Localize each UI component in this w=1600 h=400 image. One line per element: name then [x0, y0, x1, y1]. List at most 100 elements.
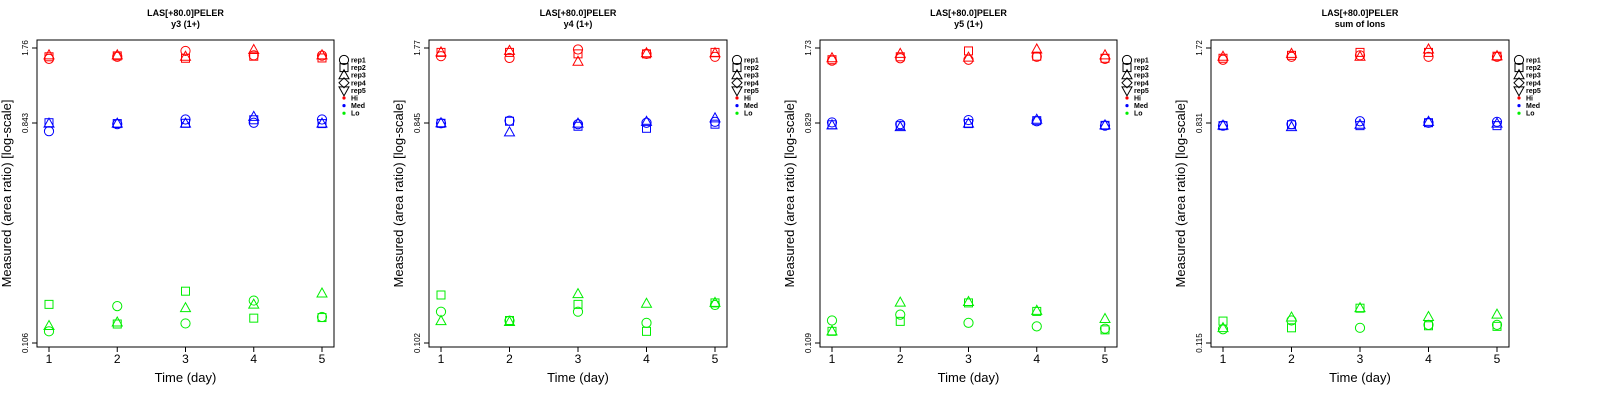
x-tick-label: 1: [46, 352, 53, 366]
chart-subtitle: y3 (1+): [171, 19, 200, 29]
data-point: [1355, 47, 1365, 57]
legend-label: rep5: [1526, 88, 1541, 95]
legend-marker: [1121, 77, 1133, 89]
plot-frame: [428, 39, 728, 348]
chart-subtitle: y4 (1+): [564, 19, 593, 29]
legend-label: rep1: [744, 58, 759, 65]
legend-marker: [732, 63, 742, 73]
legend-label: rep5: [351, 88, 366, 95]
data-point: [1285, 120, 1298, 132]
legend-marker: [338, 77, 350, 89]
data-point: [317, 313, 327, 323]
legend-label: Lo: [744, 111, 753, 118]
data-point: [247, 298, 260, 309]
legend-marker: [735, 111, 739, 115]
data-point: [640, 46, 653, 58]
data-point: [1423, 51, 1434, 62]
legend-label: Lo: [351, 111, 360, 118]
data-point: [436, 290, 446, 300]
data-point: [316, 287, 328, 298]
x-tick-label: 2: [897, 352, 904, 366]
data-point: [1099, 323, 1111, 334]
data-point: [1424, 321, 1433, 331]
data-point: [504, 52, 515, 64]
data-point: [1354, 118, 1366, 129]
y-tick-label: 1.77: [413, 40, 422, 56]
data-point: [895, 316, 905, 326]
legend-label: rep2: [1526, 65, 1541, 72]
data-point: [248, 117, 259, 128]
legend-label: Hi: [1526, 96, 1533, 103]
x-tick-label: 1: [829, 352, 836, 366]
legend-label: Lo: [1134, 111, 1143, 118]
data-point: [1491, 117, 1503, 128]
legend-marker: [342, 111, 346, 115]
legend-marker: [338, 86, 350, 97]
data-point: [43, 326, 55, 337]
x-tick-label: 5: [712, 352, 719, 366]
data-point: [709, 46, 721, 58]
x-tick-label: 1: [1220, 352, 1227, 366]
legend-marker: [1517, 111, 1521, 115]
legend-marker: [338, 54, 350, 66]
legend-marker: [731, 54, 743, 66]
data-point: [112, 51, 122, 61]
legend-marker: [342, 104, 346, 108]
data-point: [503, 315, 516, 326]
legend-marker: [339, 63, 349, 73]
data-point: [43, 117, 55, 128]
x-tick-label: 4: [1033, 352, 1040, 366]
legend-label: rep1: [1134, 58, 1149, 65]
data-point: [709, 111, 721, 123]
data-point: [962, 117, 975, 128]
x-tick-label: 2: [114, 352, 121, 366]
data-point: [642, 123, 651, 133]
data-point: [963, 114, 974, 126]
data-point: [642, 49, 651, 59]
data-point: [826, 315, 838, 326]
data-point: [826, 117, 838, 128]
data-point: [180, 45, 191, 57]
x-axis-label: Time (day): [1329, 370, 1391, 385]
data-point: [435, 314, 447, 326]
data-point: [572, 44, 584, 55]
legend-marker: [731, 77, 743, 89]
data-point: [1422, 115, 1435, 126]
data-point: [316, 117, 328, 128]
x-tick-label: 5: [1494, 352, 1501, 366]
x-axis-label: Time (day): [938, 370, 1000, 385]
data-point: [709, 299, 721, 311]
y-axis-label: Measured (area ratio) [log-scale]: [782, 100, 797, 288]
data-point: [963, 317, 974, 328]
data-point: [43, 319, 55, 331]
legend-label: rep2: [744, 65, 759, 72]
data-point: [573, 299, 583, 309]
legend-label: rep4: [744, 80, 759, 87]
data-point: [1285, 311, 1298, 322]
y-tick-label: 0.115: [1195, 333, 1204, 353]
legend-marker: [735, 104, 739, 108]
data-point: [248, 295, 259, 306]
data-point: [181, 286, 190, 296]
data-point: [1491, 49, 1503, 61]
data-point: [709, 296, 721, 307]
data-point: [1424, 47, 1433, 57]
data-point: [503, 125, 516, 137]
data-point: [249, 51, 259, 61]
data-point: [435, 116, 447, 128]
x-tick-label: 5: [319, 352, 326, 366]
legend-label: Hi: [1134, 96, 1141, 103]
y-axis-label: Measured (area ratio) [log-scale]: [1173, 100, 1188, 288]
legend-label: rep2: [351, 65, 366, 72]
data-point: [963, 54, 974, 65]
data-point: [1217, 321, 1229, 333]
legend-label: rep4: [351, 80, 366, 87]
y-tick-label: 1.72: [1195, 40, 1204, 56]
legend-label: rep1: [1526, 58, 1541, 65]
legend-marker: [342, 96, 346, 100]
data-point: [826, 51, 838, 63]
x-tick-label: 2: [1288, 352, 1295, 366]
data-point: [112, 301, 123, 312]
data-point: [1031, 321, 1042, 332]
